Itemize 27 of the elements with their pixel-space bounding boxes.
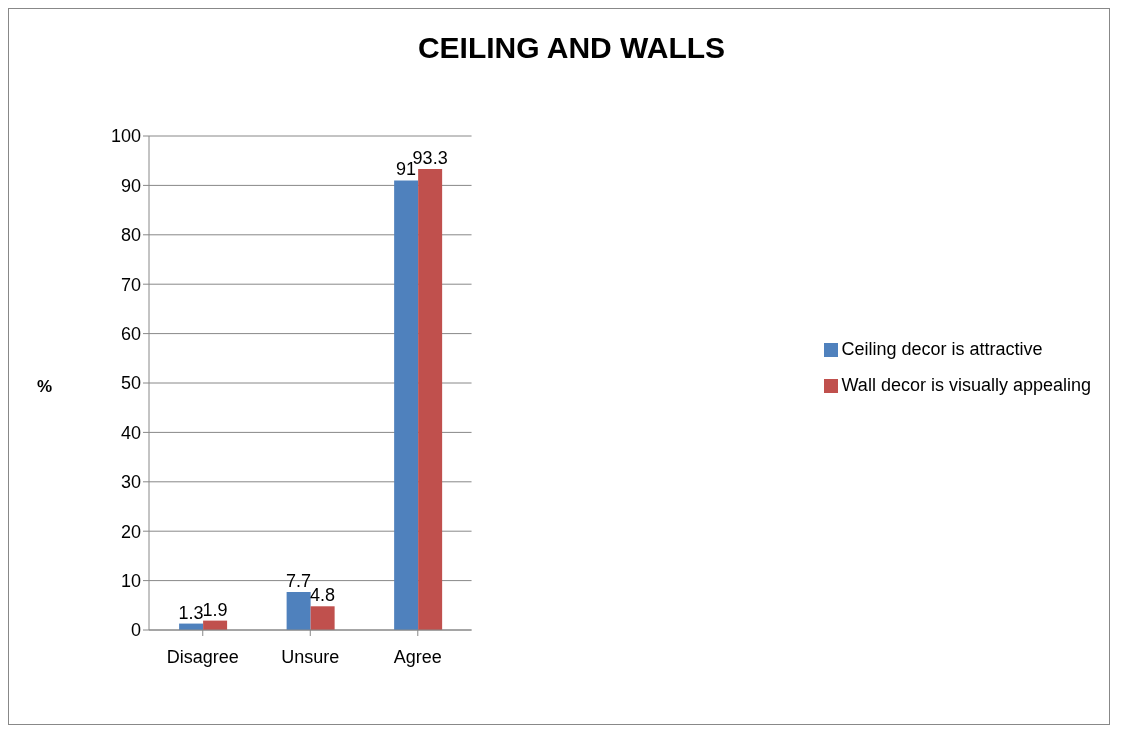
y-tick-label: 0	[130, 620, 141, 641]
data-label: 1.9	[202, 599, 228, 620]
bar	[286, 591, 311, 630]
bar	[394, 180, 419, 630]
legend-label: Wall decor is visually appealing	[841, 374, 1091, 395]
y-tick-label: 90	[120, 175, 141, 196]
y-tick-label: 40	[120, 422, 141, 443]
data-label: 4.8	[310, 585, 336, 606]
y-tick-label: 80	[120, 225, 141, 246]
x-tick-label: Disagree	[166, 646, 239, 667]
data-label: 93.3	[412, 148, 448, 169]
legend-label: Ceiling decor is attractive	[841, 338, 1043, 359]
y-tick-label: 60	[120, 323, 141, 344]
y-tick-label: 20	[120, 521, 141, 542]
data-label: 7.7	[286, 570, 312, 591]
y-tick-label: 30	[120, 472, 141, 493]
y-tick-label: 70	[120, 274, 141, 295]
text: CEILING AND WALLS	[416, 31, 727, 65]
x-tick-label: Agree	[393, 646, 442, 667]
y-tick-label: 50	[120, 373, 141, 394]
y-tick-label: 10	[120, 570, 141, 591]
bar	[310, 606, 335, 630]
bar	[418, 169, 443, 630]
y-tick-label: 100	[110, 126, 141, 147]
data-label: 1.3	[178, 602, 204, 623]
x-tick-label: Unsure	[281, 646, 340, 667]
y-axis-title: %	[37, 377, 53, 397]
